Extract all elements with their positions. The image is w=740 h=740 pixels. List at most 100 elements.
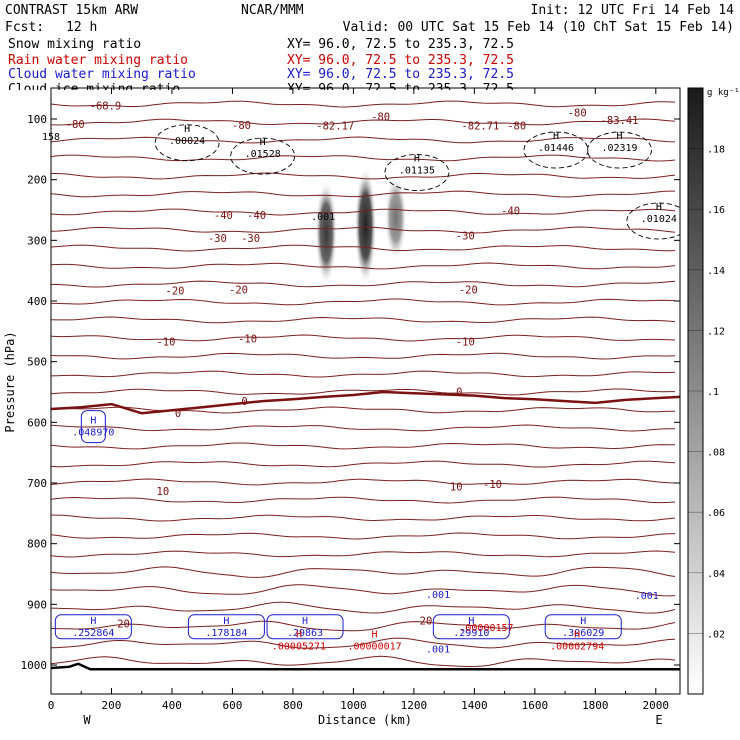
ice-max-marker: H xyxy=(260,137,266,148)
snow-column xyxy=(384,174,407,261)
isotherm-line xyxy=(51,637,676,649)
temperature-label: 10 xyxy=(157,486,170,498)
temperature-label: -10 xyxy=(456,337,475,349)
isotherm-line xyxy=(51,584,676,597)
ice-max-marker: H xyxy=(414,154,420,165)
model-title: CONTRAST 15km ARW xyxy=(5,3,138,18)
cloud-ice-contours xyxy=(154,124,680,240)
cloud-water-max-marker: H xyxy=(90,616,96,627)
x-tick-label: 1600 xyxy=(522,699,549,712)
isotherm-line xyxy=(51,601,676,614)
temperature-label: -20 xyxy=(459,284,478,296)
y-tick-label: 400 xyxy=(27,295,47,308)
plot-frame xyxy=(50,87,681,695)
cloud-water-max-value: .29863 xyxy=(287,628,323,639)
temperature-label: 0 xyxy=(241,396,247,408)
field-ice-xy: XY= 96.0, 72.5 to 235.3, 72.5 xyxy=(287,82,514,97)
cloud-water-contour xyxy=(80,410,106,444)
temperature-label: -40 xyxy=(247,210,266,222)
colorbar-ticks: .02 .04 .06 .08 .1 .12 .14 .16 .18 xyxy=(688,145,725,640)
ice-contour xyxy=(523,131,589,169)
cloud-water-contour xyxy=(432,614,510,640)
x-tick-label: 400 xyxy=(162,699,182,712)
temperature-label: 0 xyxy=(456,386,462,398)
isotherm-line xyxy=(51,190,675,198)
ice-contour xyxy=(230,137,296,175)
isotherm-line xyxy=(51,262,676,270)
isotherm-line xyxy=(51,370,676,378)
isotherm-line xyxy=(51,100,676,108)
cloud-water-contour xyxy=(187,614,265,640)
isotherm-line xyxy=(51,460,676,468)
temperature-label: -20 xyxy=(229,284,248,296)
isotherm-line xyxy=(51,172,676,180)
colorbar-tick-label: .14 xyxy=(707,266,725,277)
isotherm-line xyxy=(51,208,676,216)
x-tick-label: 600 xyxy=(223,699,243,712)
field-rain-name: Rain water mixing ratio xyxy=(8,53,188,68)
cloud-water-max-marker: H xyxy=(223,616,229,627)
ice-contour xyxy=(587,131,652,169)
colorbar-tick-label: .16 xyxy=(707,205,725,216)
cloud-water-max-value: .001 xyxy=(426,645,450,656)
x-tick-label: 200 xyxy=(102,699,122,712)
temperature-label: -68.9 xyxy=(90,101,122,113)
init-time: Init: 12 UTC Fri 14 Feb 14 xyxy=(531,3,735,18)
y-axis-label: Pressure (hPa) xyxy=(3,331,17,432)
temperature-label: -80 xyxy=(371,112,390,124)
rain-max-value: .00005271 xyxy=(272,642,326,653)
y-tick-label: 600 xyxy=(27,416,47,429)
isotherm-line xyxy=(51,566,676,578)
ice-contour xyxy=(154,124,220,162)
isotherm-line xyxy=(51,352,676,360)
x-tick-label: 0 xyxy=(48,699,55,712)
cloud-water-contours xyxy=(54,410,622,640)
colorbar-tick-label: .06 xyxy=(707,508,725,519)
isotherm-line xyxy=(51,424,675,432)
cloud-water-max-value: .306029 xyxy=(562,628,604,639)
valid-time: Valid: 00 UTC Sat 15 Feb 14 (10 ChT Sat … xyxy=(343,20,734,35)
temperature-label: -82.17 xyxy=(316,121,354,133)
temperature-label: -40 xyxy=(214,210,233,222)
colorbar-tick-label: .08 xyxy=(707,448,725,459)
terrain-line xyxy=(51,662,680,671)
temperature-label: -80 xyxy=(66,119,85,131)
x-axis-west: W xyxy=(83,713,91,727)
temperature-label: -83.41 xyxy=(601,115,639,127)
zero-isotherm xyxy=(51,390,680,415)
ice-max-marker: H xyxy=(656,202,662,213)
temperature-label: -10 xyxy=(483,479,502,491)
ice-max-marker: H xyxy=(184,124,190,135)
temperature-label: -30 xyxy=(241,233,260,245)
isotherm-line xyxy=(51,442,676,450)
field-ice-name: Cloud ice mixing ratio xyxy=(8,82,180,97)
colorbar-tick-label: .02 xyxy=(707,629,725,640)
cloud-water-max-value: .048970 xyxy=(72,428,114,439)
isotherm-line xyxy=(51,316,676,324)
field-cloud-water-name: Cloud water mixing ratio xyxy=(8,67,196,82)
isotherm-line xyxy=(51,655,676,668)
temperature-label: 10 xyxy=(450,482,463,494)
cloud-water-max-value: .001 xyxy=(635,591,659,602)
temperature-label: -80 xyxy=(232,120,251,132)
colorbar-tick-label: .12 xyxy=(707,326,725,337)
rain-max-value: .00000017 xyxy=(347,642,401,653)
x-axis: 0 200 400 600 800 1000 1200 1400 1600 1800 2000 xyxy=(48,88,669,712)
temperature-label: -30 xyxy=(208,233,227,245)
y-tick-label: 700 xyxy=(27,477,47,490)
colorbar-unit: g kg⁻¹ xyxy=(707,88,740,98)
colorbar-tick-label: .1 xyxy=(707,387,719,398)
isotherm-line xyxy=(51,406,675,414)
cloud-water-max-marker: H xyxy=(302,616,308,627)
contour-labels: -68.9 -80 -80 -80 -80 -80 -82.17 -82.71 -83.41 -4… xyxy=(42,101,677,656)
isotherm-line xyxy=(51,496,676,504)
y-tick-label: 1000 xyxy=(21,659,48,672)
isotherm-line xyxy=(51,226,676,234)
field-cloud-water-xy: XY= 96.0, 72.5 to 235.3, 72.5 xyxy=(287,67,514,82)
temperature-label: -10 xyxy=(238,334,257,346)
isotherm-line xyxy=(51,280,676,288)
isotherm-line xyxy=(51,298,676,306)
y-tick-label: 100 xyxy=(27,113,47,126)
